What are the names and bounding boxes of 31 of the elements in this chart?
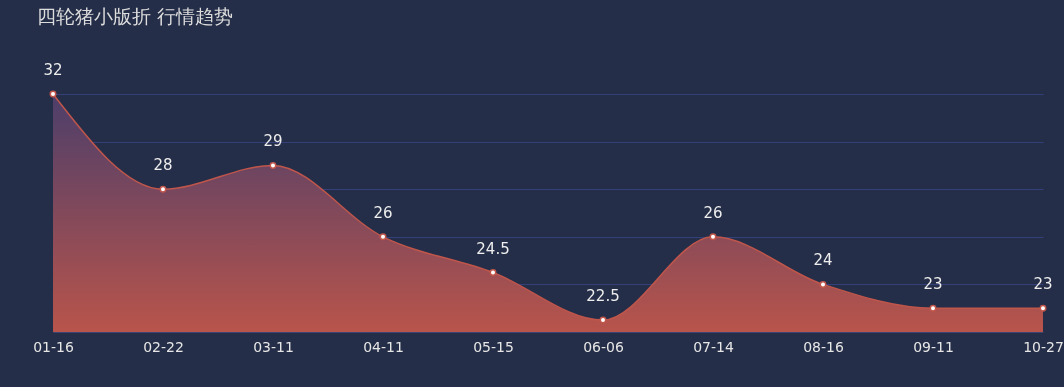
data-label: 26: [373, 203, 393, 222]
x-tick-label: 01-16: [33, 338, 74, 355]
x-tick-label: 03-11: [253, 338, 294, 355]
chart-title: 四轮猪小版折 行情趋势: [37, 5, 234, 27]
x-tick-label: 07-14: [693, 338, 734, 355]
data-label: 23: [1033, 275, 1053, 294]
point: [1039, 304, 1047, 312]
point: [269, 161, 277, 169]
data-label: 23: [923, 275, 943, 294]
x-tick-label: 09-11: [913, 338, 954, 355]
point: [709, 233, 717, 241]
point: [929, 304, 937, 312]
x-tick-label: 06-06: [583, 338, 624, 355]
x-tick-label: 04-11: [363, 338, 404, 355]
data-label: 28: [153, 156, 173, 175]
data-label: 24: [813, 251, 833, 270]
data-label: 22.5: [586, 287, 620, 306]
point: [489, 269, 497, 276]
point: [159, 185, 167, 193]
point: [599, 316, 607, 324]
point: [379, 233, 387, 241]
x-tick-label: 10-27: [1023, 338, 1064, 355]
data-label: 24.5: [476, 239, 510, 258]
x-tick-label: 02-22: [143, 338, 184, 355]
data-label: 32: [43, 61, 63, 79]
x-tick-label: 05-15: [473, 338, 514, 355]
data-label: 29: [263, 132, 283, 151]
point: [49, 90, 57, 98]
data-label: 26: [703, 203, 723, 222]
x-tick-label: 08-16: [803, 338, 844, 355]
point: [819, 280, 827, 288]
